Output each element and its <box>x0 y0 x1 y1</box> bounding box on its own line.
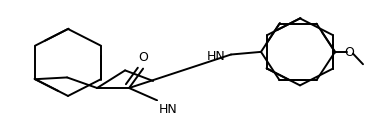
Text: O: O <box>344 46 354 59</box>
Text: HN: HN <box>207 49 226 62</box>
Text: HN: HN <box>159 102 178 115</box>
Text: O: O <box>138 51 148 64</box>
